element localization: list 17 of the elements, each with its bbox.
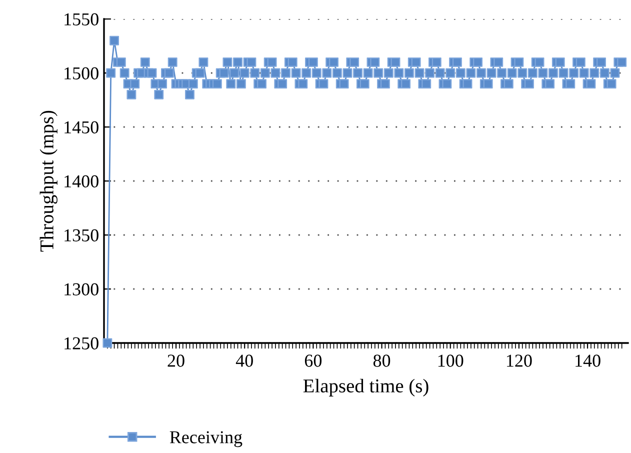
y-tick-label: 1450	[64, 121, 98, 134]
x-tick-label: 40	[236, 354, 253, 367]
x-tick-label: 80	[373, 354, 390, 367]
y-tick-label: 1400	[64, 175, 98, 188]
x-tick-label: 100	[438, 354, 464, 367]
x-axis-title: Elapsed time (s)	[303, 378, 428, 396]
x-tick-label: 60	[304, 354, 322, 367]
y-tick-label: 1300	[64, 283, 98, 296]
x-tick-label: 120	[506, 354, 532, 367]
x-tick-label: 20	[168, 354, 184, 367]
legend-label: Receiving	[170, 431, 242, 448]
y-tick-label: 1350	[64, 229, 98, 242]
y-tick-label: 1550	[64, 13, 98, 26]
y-tick-label: 1250	[64, 337, 98, 350]
y-tick-label: 1500	[64, 67, 98, 80]
x-tick-label: 140	[576, 354, 600, 367]
y-axis-title: Throughput (mps)	[40, 110, 58, 252]
